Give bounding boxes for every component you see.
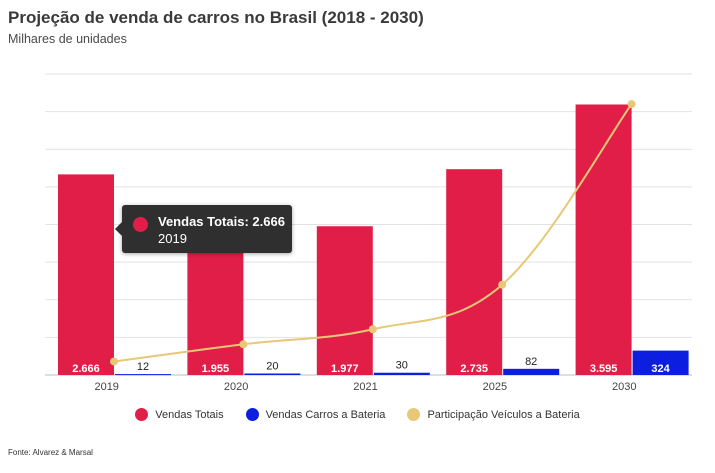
point-participacao-bateria[interactable] — [368, 325, 377, 334]
legend-item-total[interactable]: Vendas Totais — [135, 408, 224, 421]
bar-vendas-totais[interactable] — [575, 104, 632, 375]
data-label-battery: 20 — [266, 360, 278, 372]
tooltip: Vendas Totais: 2.666 2019 — [115, 205, 292, 253]
line-participacao-bateria — [113, 103, 633, 363]
x-tick-label: 2019 — [94, 381, 118, 393]
legend-item-share[interactable]: Participação Veículos a Bateria — [407, 408, 580, 421]
legend: Vendas Totais Vendas Carros a Bateria Pa… — [0, 408, 715, 421]
chart-title: Projeção de venda de carros no Brasil (2… — [8, 8, 424, 27]
data-label-battery: 30 — [396, 360, 408, 372]
data-label-battery: 82 — [525, 356, 537, 368]
tooltip-title: Vendas Totais: 2.666 — [158, 214, 285, 229]
bar-vendas-bateria[interactable] — [503, 368, 560, 375]
x-tick-label: 2020 — [224, 381, 248, 393]
data-label-total: 3.595 — [590, 363, 618, 375]
bar-vendas-bateria[interactable] — [115, 374, 171, 376]
data-label-total: 2.735 — [460, 363, 488, 375]
tooltip-series-dot — [133, 217, 148, 232]
legend-label-share: Participação Veículos a Bateria — [427, 408, 580, 421]
legend-dot-battery — [245, 408, 259, 421]
data-label-total: 2.666 — [72, 363, 100, 375]
legend-dot-total — [135, 408, 149, 421]
x-tick-label: 2021 — [353, 381, 377, 393]
point-participacao-bateria[interactable] — [110, 357, 118, 366]
legend-label-total: Vendas Totais — [155, 408, 224, 421]
source-note: Fonte: Alvarez & Marsal — [8, 448, 93, 457]
tooltip-category: 2019 — [158, 231, 187, 246]
chart-subtitle: Milhares de unidades — [8, 32, 127, 46]
point-participacao-bateria[interactable] — [498, 280, 507, 289]
bar-vendas-bateria[interactable] — [244, 373, 301, 375]
bar-vendas-totais[interactable] — [446, 169, 503, 375]
bar-vendas-totais[interactable] — [316, 226, 373, 375]
legend-label-battery: Vendas Carros a Bateria — [265, 408, 386, 421]
chart-canvas: 2.666 12 1.955 20 1.977 30 2.735 82 3.595 324 201… — [45, 73, 692, 393]
data-label-total: 1.977 — [331, 363, 359, 375]
legend-item-battery[interactable]: Vendas Carros a Bateria — [245, 408, 386, 421]
data-label-total: 1.955 — [202, 363, 230, 375]
x-tick-label: 2030 — [612, 381, 636, 393]
point-participacao-bateria[interactable] — [627, 100, 636, 109]
data-label-battery: 324 — [651, 363, 670, 375]
data-label-battery: 12 — [137, 361, 149, 373]
bar-vendas-totais[interactable] — [58, 174, 114, 375]
bar-vendas-bateria[interactable] — [632, 350, 689, 375]
bar-vendas-bateria[interactable] — [373, 372, 430, 375]
legend-dot-share — [407, 408, 421, 421]
point-participacao-bateria[interactable] — [239, 340, 248, 349]
x-tick-label: 2025 — [483, 381, 507, 393]
